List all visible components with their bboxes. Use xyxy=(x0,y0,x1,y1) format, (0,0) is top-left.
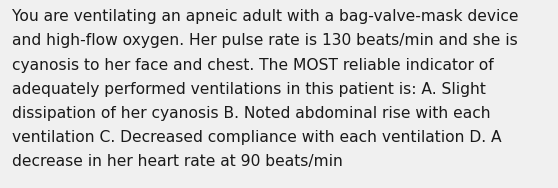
Text: You are ventilating an apneic adult with a bag-valve-mask device: You are ventilating an apneic adult with… xyxy=(12,9,519,24)
Text: cyanosis to her face and chest. The MOST reliable indicator of: cyanosis to her face and chest. The MOST… xyxy=(12,58,494,73)
Text: decrease in her heart rate at 90 beats/min: decrease in her heart rate at 90 beats/m… xyxy=(12,154,343,169)
Text: dissipation of her cyanosis B. Noted abdominal rise with each: dissipation of her cyanosis B. Noted abd… xyxy=(12,106,491,121)
Text: adequately performed ventilations in this patient is: A. Slight: adequately performed ventilations in thi… xyxy=(12,82,486,97)
Text: ventilation C. Decreased compliance with each ventilation D. A: ventilation C. Decreased compliance with… xyxy=(12,130,502,145)
Text: and high-flow oxygen. Her pulse rate is 130 beats/min and she is: and high-flow oxygen. Her pulse rate is … xyxy=(12,33,518,49)
